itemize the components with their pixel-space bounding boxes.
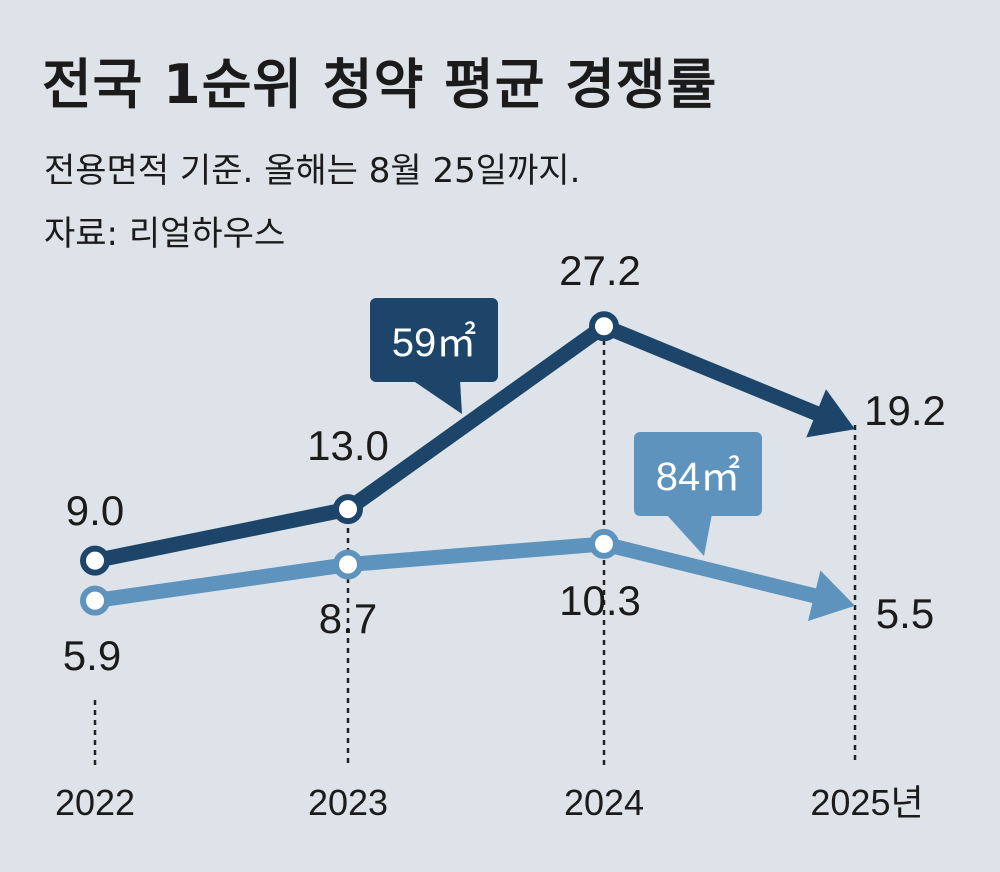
x-tick-label: 2025년: [810, 782, 923, 823]
x-tick-label: 2024: [564, 782, 644, 823]
series-markers: [80, 311, 619, 616]
legend-box: [634, 432, 762, 516]
data-label: 9.0: [66, 487, 124, 534]
data-point: [80, 585, 110, 616]
chart-subtitle: 전용면적 기준. 올해는 8월 25일까지.: [44, 151, 581, 191]
series-line-end: [596, 536, 824, 604]
x-tick-label: 2022: [55, 782, 135, 823]
x-tick-labels: 2022 2023 2024 2025년: [55, 782, 924, 823]
series-callouts: 59㎡ 84㎡: [370, 298, 762, 556]
data-point: [589, 311, 619, 342]
data-label: 19.2: [864, 387, 946, 434]
legend-pointer: [412, 380, 462, 414]
data-label: 10.3: [559, 577, 641, 624]
data-point: [333, 549, 363, 580]
legend-label: 59㎡: [392, 321, 477, 365]
data-label: 27.2: [559, 247, 641, 294]
value-labels: 9.0 13.0 27.2 19.2 5.9 8.7 10.3 5.5: [63, 247, 946, 679]
data-label: 8.7: [319, 595, 377, 642]
data-point: [80, 545, 110, 576]
legend-label: 84㎡: [656, 455, 741, 499]
data-point: [333, 494, 363, 525]
data-point: [589, 528, 619, 559]
data-label: 13.0: [307, 422, 389, 469]
arrow-head: [806, 389, 855, 438]
legend-pointer: [666, 514, 712, 556]
legend-box: [370, 298, 498, 382]
chart-source: 자료: 리얼하우스: [44, 214, 286, 254]
chart-title: 전국 1순위 청약 평균 경쟁률: [42, 53, 718, 116]
series-line-end: [596, 318, 826, 422]
arrow-head: [808, 570, 855, 621]
x-tick-label: 2023: [308, 782, 388, 823]
data-label: 5.5: [876, 590, 934, 637]
data-label: 5.9: [63, 632, 121, 679]
